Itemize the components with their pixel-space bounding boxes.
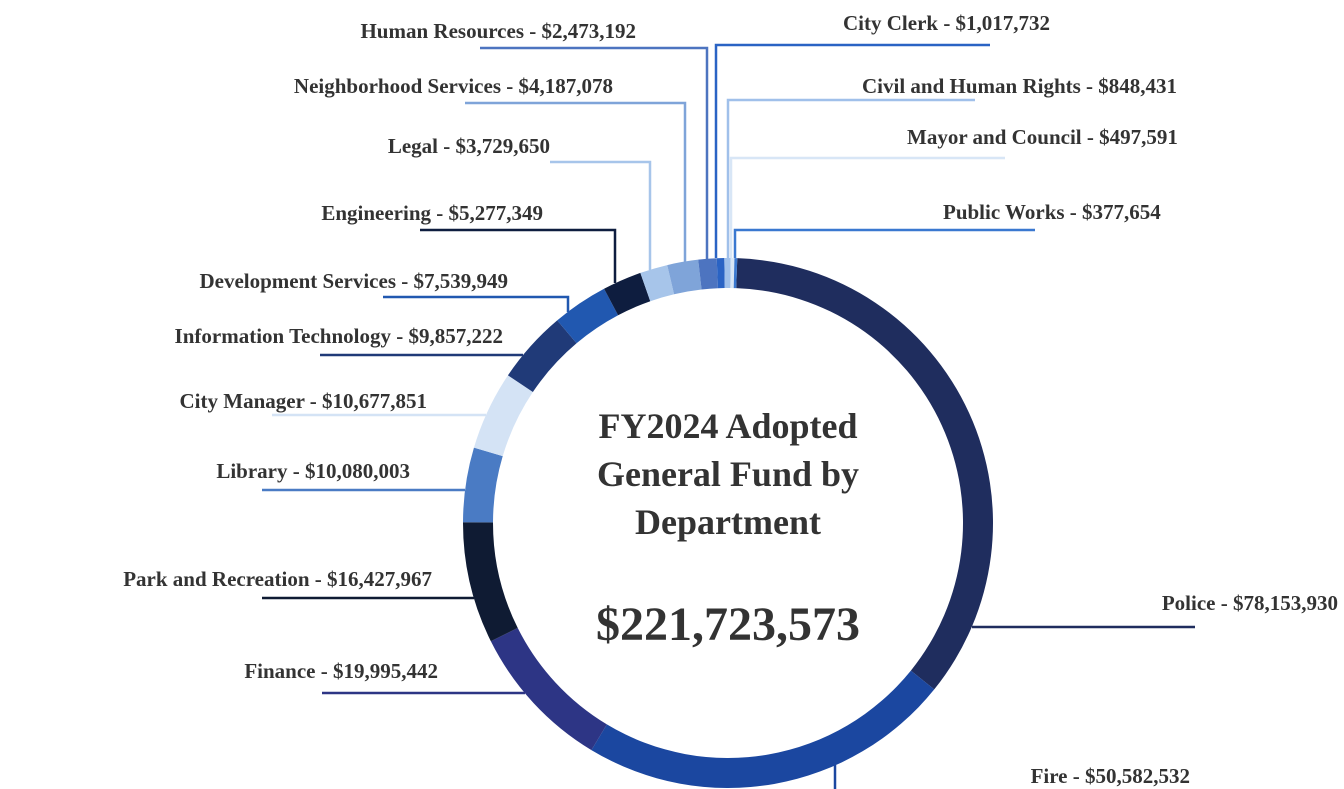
center-total: $221,723,573 [596, 598, 860, 651]
slice-label: Park and Recreation - $16,427,967 [123, 567, 432, 591]
slice-label: Development Services - $7,539,949 [199, 269, 508, 293]
center-title: FY2024 Adopted [598, 406, 857, 446]
slice-label: Fire - $50,582,532 [1031, 764, 1190, 788]
slice-label: Engineering - $5,277,349 [321, 201, 543, 225]
slice-label: Police - $78,153,930 [1162, 591, 1338, 615]
slice-label: Library - $10,080,003 [216, 459, 410, 483]
leader-line [714, 43, 990, 258]
donut-slice [490, 627, 607, 751]
donut-slice [730, 258, 735, 289]
donut-slice [667, 259, 702, 295]
donut-slice [640, 265, 675, 302]
leader-line [383, 295, 570, 312]
slice-label: Mayor and Council - $497,591 [907, 125, 1178, 149]
slice-label: Information Technology - $9,857,222 [175, 324, 503, 348]
donut-slice [698, 258, 718, 290]
donut-slice [591, 670, 935, 788]
donut-slice [604, 272, 651, 316]
slice-label: Neighborhood Services - $4,187,078 [294, 74, 613, 98]
donut-slice [463, 522, 518, 642]
donut-slice [507, 320, 577, 393]
donut-slice [724, 257, 731, 289]
leader-line [726, 98, 975, 258]
slice-label: Finance - $19,995,442 [244, 659, 438, 683]
donut-slice [557, 288, 619, 344]
donut-slice [716, 258, 725, 289]
center-title: Department [635, 502, 821, 542]
leader-line [420, 228, 617, 283]
slice-label: Public Works - $377,654 [943, 200, 1161, 224]
donut-slice [473, 375, 533, 457]
center-title: General Fund by [597, 454, 859, 494]
slice-label: City Manager - $10,677,851 [180, 389, 428, 413]
slice-label: Civil and Human Rights - $848,431 [862, 74, 1177, 98]
leader-line [480, 46, 709, 259]
leader-line [729, 156, 1005, 258]
donut-slice [736, 258, 994, 690]
slice-label: City Clerk - $1,017,732 [843, 11, 1050, 35]
leader-line [733, 228, 1035, 258]
leader-line [550, 160, 652, 270]
leader-line [465, 101, 687, 262]
donut-slice [463, 447, 503, 523]
slice-label: Human Resources - $2,473,192 [360, 19, 636, 43]
donut-slice [733, 258, 738, 289]
slice-label: Legal - $3,729,650 [388, 134, 550, 158]
